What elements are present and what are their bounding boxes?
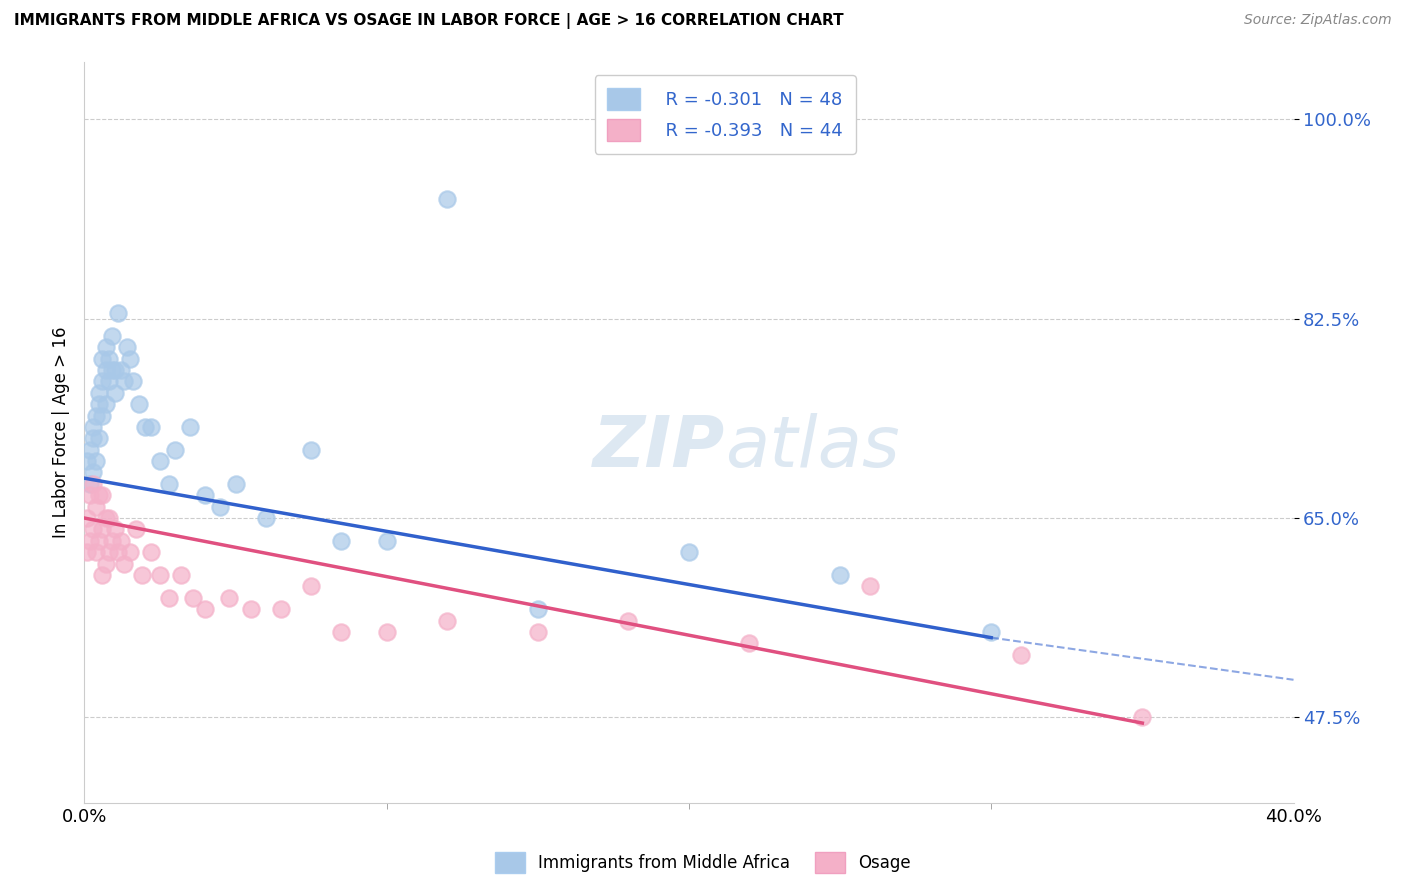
Point (82, 431, 104, 445)
Point (121, 375, 143, 389)
Point (181, 591, 204, 605)
Point (980, 624, 1002, 639)
Point (94, 340, 117, 354)
Point (436, 192, 458, 206)
Point (157, 591, 180, 605)
Point (100, 363, 122, 377)
Point (91, 568, 114, 582)
Point (104, 523, 127, 537)
Point (91, 523, 114, 537)
Text: Source: ZipAtlas.com: Source: ZipAtlas.com (1244, 13, 1392, 28)
Point (270, 602, 292, 616)
Point (97, 351, 120, 366)
Text: ZIP: ZIP (593, 413, 725, 482)
Point (79, 533, 101, 548)
Y-axis label: In Labor Force | Age > 16: In Labor Force | Age > 16 (52, 326, 70, 539)
Point (79, 442, 101, 457)
Point (100, 533, 122, 548)
Text: IMMIGRANTS FROM MIDDLE AFRICA VS OSAGE IN LABOR FORCE | AGE > 16 CORRELATION CHA: IMMIGRANTS FROM MIDDLE AFRICA VS OSAGE I… (14, 13, 844, 29)
Point (112, 375, 135, 389)
Point (76, 454, 98, 468)
Point (107, 306, 129, 320)
Legend: Immigrants from Middle Africa, Osage: Immigrants from Middle Africa, Osage (488, 846, 918, 880)
Point (299, 442, 322, 457)
Point (436, 614, 458, 628)
Legend:   R = -0.301   N = 48,   R = -0.393   N = 44: R = -0.301 N = 48, R = -0.393 N = 44 (595, 75, 856, 153)
Point (527, 624, 550, 639)
Point (89, 385, 111, 400)
Point (94, 363, 117, 377)
Point (94, 397, 117, 411)
Point (738, 636, 761, 650)
Point (86, 545, 108, 559)
Point (104, 363, 127, 377)
Point (254, 511, 277, 525)
Point (830, 568, 852, 582)
Point (125, 523, 148, 537)
Point (139, 420, 162, 434)
Point (86, 454, 108, 468)
Point (82, 476, 104, 491)
Point (94, 511, 117, 525)
Point (76, 511, 98, 525)
Point (89, 397, 111, 411)
Point (118, 351, 141, 366)
Point (76, 545, 98, 559)
Point (194, 602, 217, 616)
Point (89, 488, 111, 502)
Point (82, 466, 104, 480)
Point (79, 476, 101, 491)
Point (1130, 710, 1153, 724)
Point (82, 420, 104, 434)
Point (617, 614, 640, 628)
Point (110, 533, 132, 548)
Point (107, 545, 129, 559)
Point (165, 442, 187, 457)
Point (86, 409, 108, 423)
Point (859, 579, 882, 593)
Point (375, 624, 398, 639)
Point (134, 420, 156, 434)
Point (225, 476, 247, 491)
Point (1011, 648, 1033, 662)
Point (82, 523, 104, 537)
Point (112, 557, 135, 571)
Point (91, 409, 114, 423)
Point (89, 431, 111, 445)
Point (330, 533, 353, 548)
Point (91, 488, 114, 502)
Point (97, 375, 120, 389)
Point (131, 568, 153, 582)
Point (179, 420, 201, 434)
Point (330, 624, 353, 639)
Point (110, 363, 132, 377)
Point (149, 568, 172, 582)
Point (209, 500, 232, 514)
Point (299, 579, 322, 593)
Point (89, 533, 111, 548)
Point (170, 568, 193, 582)
Point (86, 500, 108, 514)
Point (139, 545, 162, 559)
Point (194, 488, 217, 502)
Point (97, 545, 120, 559)
Point (118, 545, 141, 559)
Point (149, 454, 172, 468)
Point (115, 340, 138, 354)
Point (100, 328, 122, 343)
Point (157, 476, 180, 491)
Point (104, 385, 127, 400)
Point (128, 397, 150, 411)
Point (239, 602, 262, 616)
Point (91, 351, 114, 366)
Point (678, 545, 700, 559)
Point (79, 488, 101, 502)
Point (91, 375, 114, 389)
Point (97, 511, 120, 525)
Text: atlas: atlas (725, 413, 900, 482)
Point (527, 602, 550, 616)
Point (218, 591, 240, 605)
Point (94, 557, 117, 571)
Point (375, 533, 398, 548)
